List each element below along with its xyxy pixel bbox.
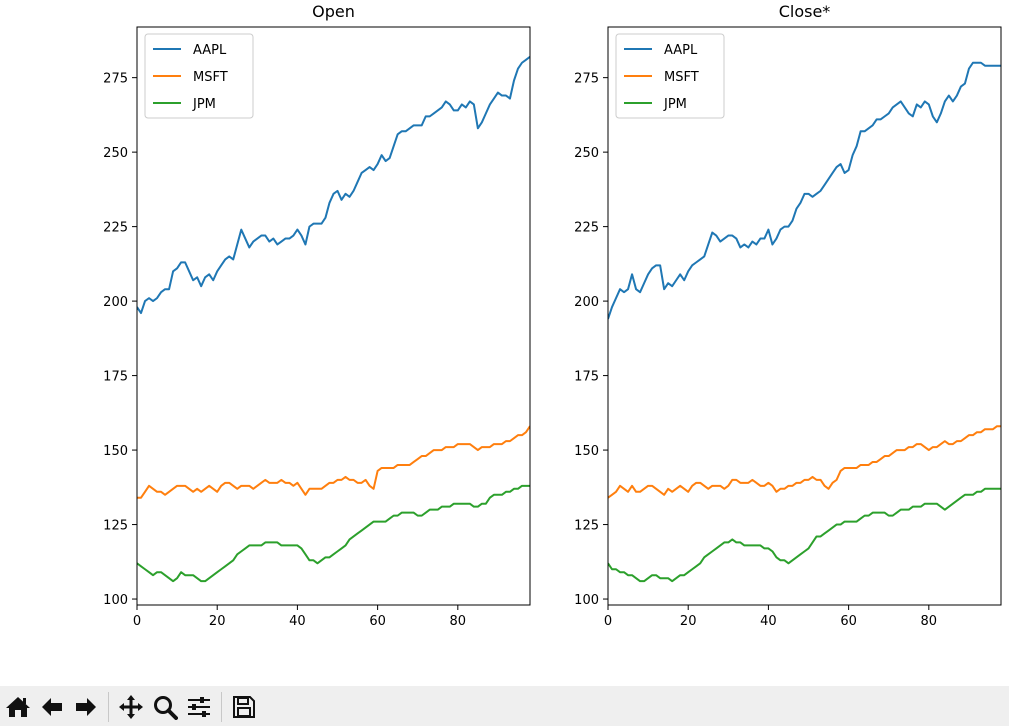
- x-tick-label: 40: [289, 614, 306, 629]
- configure-subplots-button[interactable]: [183, 690, 215, 724]
- navigation-toolbar: [0, 686, 1009, 726]
- toolbar-separator: [108, 692, 109, 722]
- arrow-left-icon: [42, 698, 62, 716]
- zoom-button[interactable]: [149, 690, 181, 724]
- y-tick-label: 175: [574, 370, 599, 385]
- y-tick-label: 225: [103, 221, 128, 236]
- legend-label: JPM: [192, 97, 216, 112]
- subplot-title: Close*: [779, 2, 831, 21]
- x-tick-label: 80: [450, 614, 467, 629]
- home-button[interactable]: [2, 690, 34, 724]
- series-line-msft: [608, 425, 1001, 499]
- y-tick-label: 100: [103, 593, 128, 608]
- y-tick-label: 150: [574, 444, 599, 459]
- series-line-jpm: [137, 484, 530, 583]
- magnifier-icon: [154, 696, 178, 720]
- subplot-open[interactable]: Open 0 20 40 60 80 100 125 150 175 200 225 250 275 AAP…: [103, 2, 531, 629]
- x-tick-label: 20: [680, 614, 697, 629]
- y-tick-label: 200: [574, 295, 599, 310]
- x-tick-label: 0: [604, 614, 612, 629]
- legend-label: MSFT: [664, 70, 699, 85]
- y-tick-label: 125: [574, 519, 599, 534]
- forward-button[interactable]: [70, 690, 102, 724]
- y-tick-label: 275: [103, 72, 128, 87]
- pan-button[interactable]: [115, 690, 147, 724]
- y-tick-label: 100: [574, 593, 599, 608]
- floppy-icon: [233, 696, 255, 718]
- y-tick-label: 250: [103, 146, 128, 161]
- save-button[interactable]: [228, 690, 260, 724]
- x-tick-label: 0: [133, 614, 141, 629]
- legend-label: AAPL: [193, 43, 227, 58]
- x-tick-label: 80: [921, 614, 938, 629]
- y-tick-label: 275: [574, 72, 599, 87]
- back-button[interactable]: [36, 690, 68, 724]
- legend: AAPL MSFT JPM: [144, 33, 254, 119]
- sliders-icon: [188, 697, 210, 717]
- series-line-msft: [137, 425, 530, 499]
- legend-label: AAPL: [664, 43, 698, 58]
- axes-frame: [607, 26, 1002, 606]
- move-icon: [119, 695, 143, 719]
- legend-label: MSFT: [193, 70, 228, 85]
- x-tick-label: 60: [369, 614, 386, 629]
- y-tick-label: 200: [103, 295, 128, 310]
- toolbar-separator: [221, 692, 222, 722]
- series-line-aapl: [137, 55, 530, 315]
- y-tick-label: 125: [103, 519, 128, 534]
- y-tick-label: 225: [574, 221, 599, 236]
- x-tick-label: 20: [209, 614, 226, 629]
- series-line-aapl: [608, 61, 1001, 320]
- x-tick-label: 40: [760, 614, 777, 629]
- home-icon: [6, 697, 30, 717]
- subplot-title: Open: [312, 2, 355, 21]
- legend: AAPL MSFT JPM: [615, 33, 725, 119]
- legend-label: JPM: [663, 97, 687, 112]
- subplot-close[interactable]: Close* 0 20 40 60 80 100 125 150 175 200 225 250 275 A…: [574, 2, 1002, 629]
- y-tick-label: 150: [103, 444, 128, 459]
- series-line-jpm: [608, 487, 1001, 583]
- y-tick-label: 175: [103, 370, 128, 385]
- arrow-right-icon: [76, 698, 96, 716]
- axes-frame: [136, 26, 531, 606]
- y-tick-label: 250: [574, 146, 599, 161]
- x-tick-label: 60: [840, 614, 857, 629]
